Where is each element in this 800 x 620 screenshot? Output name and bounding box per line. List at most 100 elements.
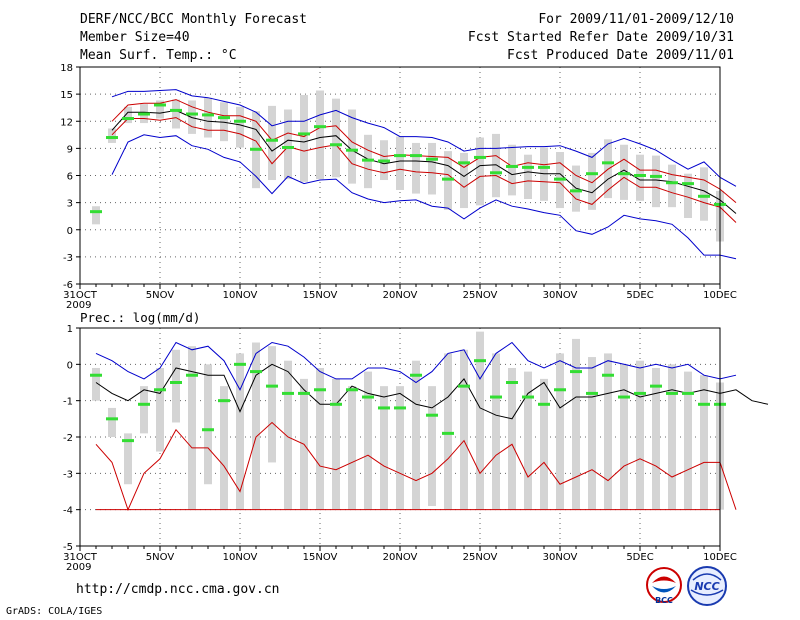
range-box [220,386,228,510]
x-tick-label: 15NOV [303,552,338,563]
range-box [348,109,356,184]
obs-marker [586,391,598,395]
obs-marker [202,428,214,432]
x-tick-label: 20NOV [383,290,418,301]
upper-bound-line [111,89,737,187]
range-box [492,133,500,198]
obs-marker [490,395,502,399]
obs-marker [682,182,694,186]
obs-marker [618,395,630,399]
range-box [444,353,452,510]
range-box [236,106,244,148]
obs-marker [218,116,230,120]
obs-marker [330,402,342,406]
range-box [172,99,180,129]
ncc-logo-label: NCC [694,580,719,593]
obs-marker [506,381,518,384]
range-box [284,360,292,510]
range-box [156,100,164,119]
ensemble-mean-line [111,109,737,214]
x-tick-label: 10NOV [223,290,258,301]
y-tick-label: -3 [63,469,73,480]
y-tick-label: 12 [60,117,73,128]
obs-marker [250,370,262,374]
obs-marker [650,174,662,178]
range-box [556,353,564,510]
obs-marker [106,417,118,421]
range-box [348,386,356,510]
range-box [524,371,532,510]
obs-marker [378,159,390,163]
range-box [204,97,212,138]
obs-marker [442,177,454,181]
range-box [524,154,532,200]
obs-marker [202,113,214,117]
obs-marker [154,103,166,107]
obs-marker [538,402,550,406]
range-box [588,357,596,510]
range-box [396,386,404,510]
obs-marker [506,164,518,168]
obs-marker [602,161,614,165]
range-box [412,360,420,510]
range-box [268,346,276,463]
range-box [380,386,388,510]
x-tick-label: 10NOV [223,552,258,563]
obs-marker [698,194,710,198]
ensemble-mean-line [95,363,769,420]
range-box [636,360,644,510]
lower-bound-line [95,421,737,512]
obs-marker [298,132,310,136]
obs-marker [266,138,278,142]
range-box [460,349,468,510]
obs-marker [266,384,278,388]
range-box [92,206,100,225]
range-box [172,349,180,423]
obs-marker [570,370,582,374]
x-tick-label: 20NOV [383,552,418,563]
obs-marker [538,165,550,169]
y-tick-label: 3 [67,199,73,210]
y-tick-label: 6 [67,172,73,183]
x-tick-label: 25NOV [463,552,498,563]
obs-marker [170,108,182,112]
y-tick-label: 18 [60,63,73,74]
obs-marker [218,399,230,403]
y-tick-label: 9 [67,144,73,155]
obs-marker [154,388,166,392]
forecast-produced-date: Fcst Produced Date 2009/11/01 [507,48,734,63]
range-box [332,378,340,510]
y-tick-label: 1 [67,324,73,335]
range-box [428,142,436,195]
x-tick-label: 30NOV [543,552,578,563]
x-tick-label: 31OCT [63,552,98,563]
x-tick-label: 5DEC [626,290,653,301]
obs-marker [282,391,294,395]
range-box [252,342,260,510]
range-box [428,386,436,507]
obs-marker [458,161,470,165]
x-tick-label: 25NOV [463,290,498,301]
range-box [140,386,148,434]
range-box [668,364,676,510]
obs-marker [650,384,662,388]
range-box [124,433,132,485]
obs-marker [362,395,374,399]
range-box [268,105,276,181]
range-box [476,331,484,510]
source-url[interactable]: http://cmdp.ncc.cma.gov.cn [76,582,280,597]
obs-marker [346,388,358,392]
x-tick-label: 15NOV [303,290,338,301]
x-tick-label: 30NOV [543,290,578,301]
obs-marker [138,402,150,406]
range-box [124,106,132,124]
range-box [652,155,660,208]
range-box [236,353,244,510]
range-box [156,367,164,452]
range-box [604,353,612,510]
range-box [364,371,372,510]
obs-marker [362,158,374,162]
